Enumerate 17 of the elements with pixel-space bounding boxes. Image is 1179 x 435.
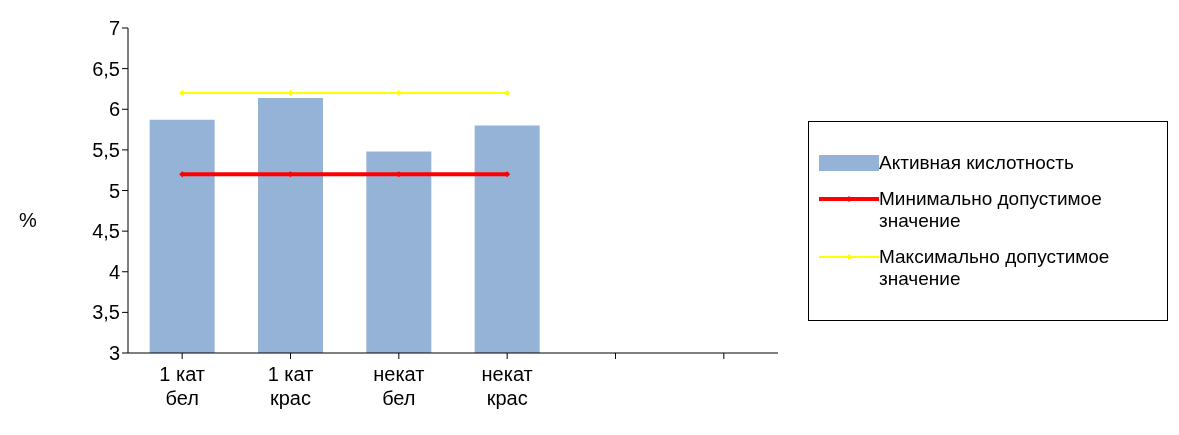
x-tick-label: 1 кат крас [267,363,314,409]
y-tick-label: 5 [108,179,120,202]
legend-label: Активная кислотность [879,151,1074,174]
y-tick-label: 6,5 [92,57,120,80]
x-tick-label: некат бел [373,363,425,409]
y-tick-label: 4,5 [92,220,120,243]
y-tick-label: 5,5 [92,138,120,161]
y-axis-title: % [18,209,38,232]
y-tick-label: 3,5 [92,301,120,324]
x-tick-label: 1 кат бел [159,363,206,409]
legend-label: Минимально допустимое значение [879,187,1103,232]
legend-label: Максимально допустимое значение [879,245,1111,290]
y-tick-label: 4 [108,260,120,283]
x-tick-label: некат крас [481,363,533,409]
y-tick-label: 6 [108,98,120,121]
y-tick-label: 7 [108,17,120,40]
y-tick-label: 3 [108,342,120,365]
